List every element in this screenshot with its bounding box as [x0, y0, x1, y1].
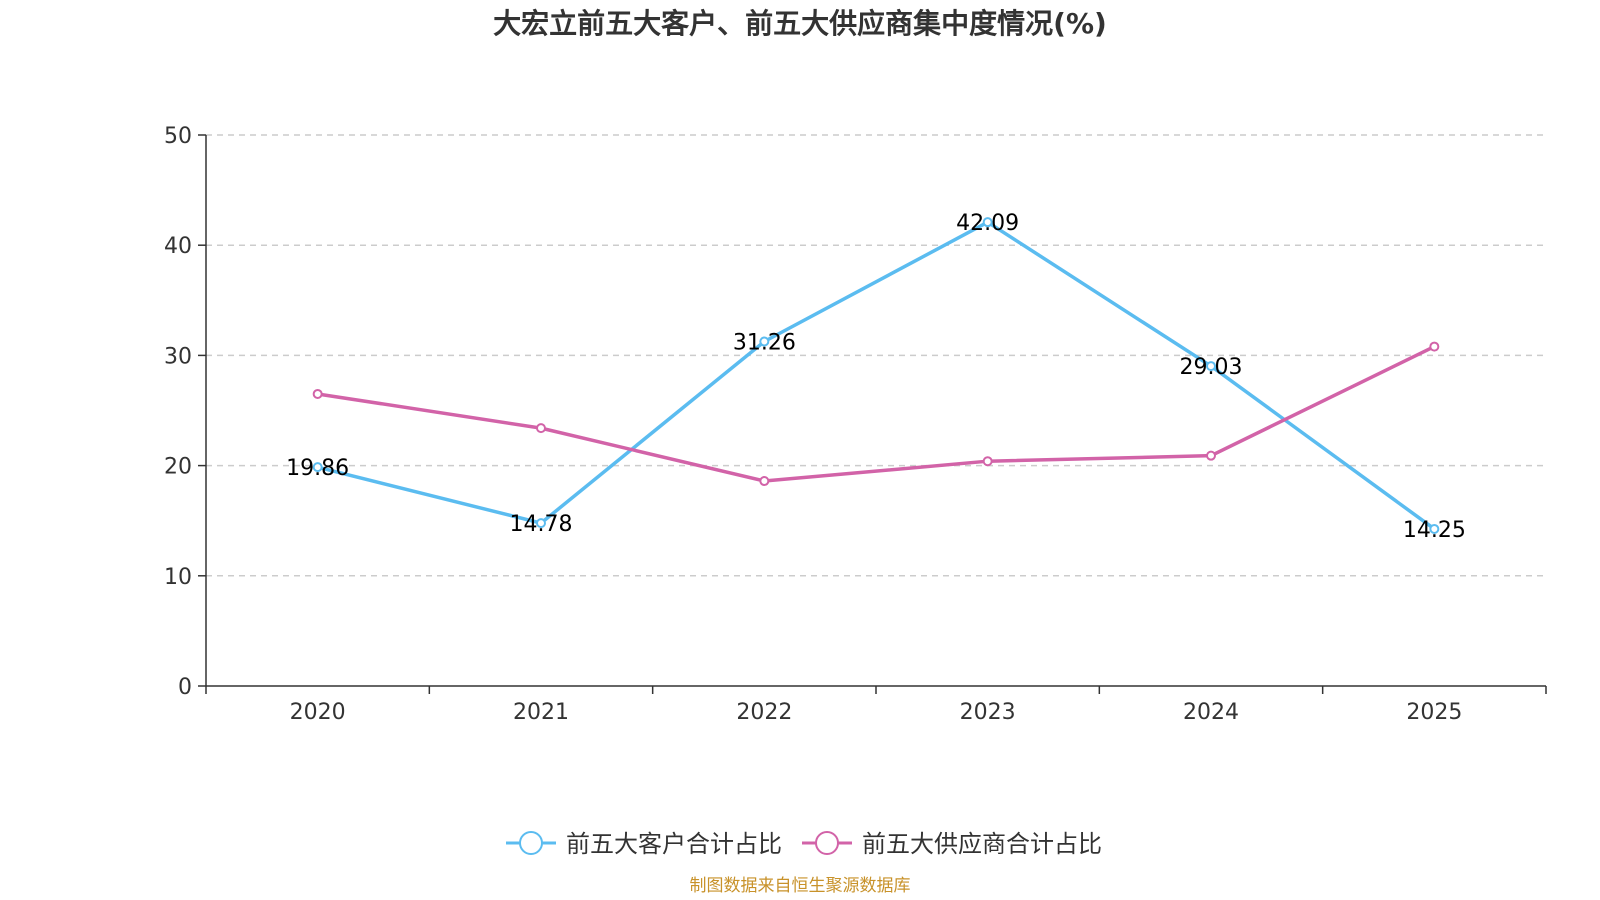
- legend-label: 前五大供应商合计占比: [862, 830, 1102, 858]
- y-tick-label: 20: [164, 455, 192, 480]
- series-1-point: [759, 336, 770, 347]
- data-label: 19.86: [286, 456, 349, 481]
- x-tick-label: 2020: [290, 700, 346, 725]
- legend[interactable]: 前五大客户合计占比 前五大供应商合计占比: [506, 830, 1102, 858]
- x-tick-label: 2025: [1406, 700, 1462, 725]
- y-tick-label: 30: [164, 344, 192, 369]
- y-tick-label: 10: [164, 565, 192, 590]
- x-tick-label: 2023: [960, 700, 1016, 725]
- legend-label: 前五大客户合计占比: [566, 830, 782, 858]
- legend-item-2[interactable]: 前五大供应商合计占比: [802, 830, 1102, 858]
- source-note: 制图数据来自恒生聚源数据库: [690, 876, 911, 896]
- y-tick-label: 40: [164, 234, 192, 259]
- series-line-1: [317, 220, 1436, 531]
- y-tick-label: 0: [178, 675, 192, 700]
- y-tick-label: 50: [164, 124, 192, 149]
- x-tick-label: 2024: [1183, 700, 1239, 725]
- data-labels: 19.86 14.78 31.26 42.09 29.03 14.25: [286, 211, 1466, 543]
- data-label: 14.25: [1403, 518, 1466, 543]
- series-2-point: [1429, 341, 1440, 352]
- series-1-point: [982, 217, 993, 228]
- data-label: 42.09: [956, 211, 1019, 236]
- gridlines: [206, 134, 1546, 577]
- axes: 0 10 20 30 40 50 2020 2021 2022 2023 2024 2025: [164, 124, 1547, 725]
- series-2-point: [536, 423, 546, 434]
- x-tick-label: 2022: [736, 700, 792, 725]
- series-1-point: [312, 462, 323, 473]
- series-2-point: [982, 456, 993, 467]
- legend-item-1[interactable]: 前五大客户合计占比: [506, 830, 782, 858]
- series-1-point: [1206, 361, 1216, 372]
- series-2-point: [312, 388, 323, 399]
- x-tick-label: 2021: [513, 700, 569, 725]
- data-label: 14.78: [510, 512, 573, 537]
- series-2-point: [1206, 450, 1216, 461]
- legend-marker-icon: [815, 831, 839, 855]
- data-label: 29.03: [1180, 355, 1243, 380]
- data-label: 31.26: [733, 331, 796, 356]
- series-line-2: [317, 345, 1436, 483]
- chart-title: 大宏立前五大客户、前五大供应商集中度情况(%): [493, 7, 1107, 40]
- series-1-point: [1429, 523, 1440, 534]
- series-group: [312, 217, 1440, 534]
- series-2-point: [759, 476, 770, 487]
- legend-marker-icon: [519, 831, 543, 855]
- series-1-point: [536, 518, 546, 529]
